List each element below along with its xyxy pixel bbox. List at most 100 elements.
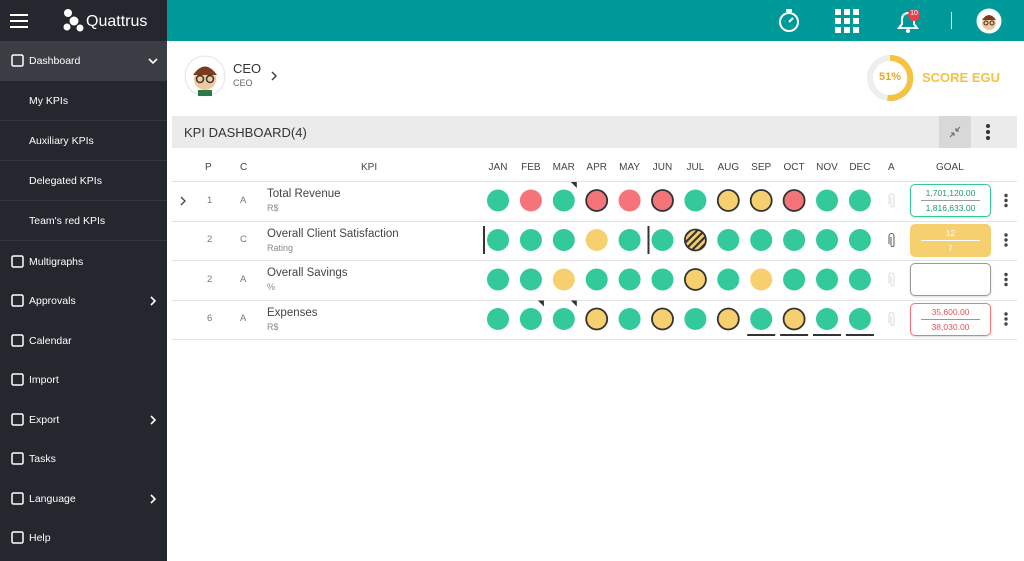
status-circle[interactable]	[782, 189, 806, 212]
apps-icon[interactable]	[835, 9, 859, 33]
status-circle[interactable]	[717, 229, 740, 251]
menu-item[interactable]: Auxiliary KPIs	[0, 121, 167, 161]
timer-icon[interactable]	[777, 8, 801, 34]
status-circle[interactable]	[684, 268, 707, 291]
goal-box[interactable]: 1,701,120.00 1,816,633.00	[910, 184, 991, 217]
status-circle[interactable]	[782, 307, 806, 331]
menu-item[interactable]: Language	[0, 479, 167, 519]
kpi-name[interactable]: Total Revenue	[267, 188, 341, 200]
status-circle[interactable]	[618, 268, 641, 291]
menu-icon	[11, 255, 24, 268]
status-circle[interactable]	[750, 268, 773, 291]
status-circle[interactable]	[684, 228, 707, 252]
status-circle[interactable]	[848, 189, 871, 212]
menu-item[interactable]: My KPIs	[0, 81, 167, 121]
status-circle[interactable]	[519, 308, 542, 330]
status-circle[interactable]	[618, 189, 641, 212]
status-circle[interactable]	[552, 268, 575, 291]
attach-icon[interactable]	[888, 272, 895, 287]
status-circle[interactable]	[651, 189, 674, 212]
status-circle[interactable]	[552, 308, 575, 330]
status-circle[interactable]	[684, 189, 707, 212]
status-circle[interactable]	[585, 268, 608, 291]
status-circle[interactable]	[651, 307, 674, 331]
kpi-name[interactable]: Overall Client Satisfaction	[267, 227, 399, 240]
goal-box[interactable]: 12 7	[910, 223, 991, 257]
kpi-name[interactable]: Overall Savings	[267, 267, 348, 279]
status-circle[interactable]	[716, 307, 740, 331]
col-header: OCT	[783, 162, 805, 173]
row-divider	[172, 299, 1017, 301]
status-circle[interactable]	[816, 268, 838, 291]
attach-icon[interactable]	[888, 311, 895, 326]
status-circle[interactable]	[618, 229, 641, 251]
goal-box[interactable]	[910, 263, 991, 296]
menu-label: Team's red KPIs	[29, 215, 106, 227]
menu-item[interactable]: Multigraphs	[0, 242, 167, 282]
menu-item[interactable]: Import	[0, 360, 167, 400]
menu-label: Delegated KPIs	[29, 175, 102, 187]
status-circle[interactable]	[816, 229, 838, 251]
menu-item[interactable]: Delegated KPIs	[0, 161, 167, 201]
status-circle[interactable]	[716, 189, 740, 212]
status-circle[interactable]	[618, 308, 641, 330]
expand-chevron[interactable]	[179, 196, 187, 206]
attach-icon[interactable]	[888, 193, 895, 208]
menu-item[interactable]: Tasks	[0, 439, 167, 479]
menu-label: Auxiliary KPIs	[29, 135, 94, 147]
menu-icon[interactable]	[10, 14, 28, 28]
kpi-name[interactable]: Expenses	[267, 306, 318, 319]
user-avatar[interactable]	[976, 8, 1002, 34]
profile-chevron[interactable]	[270, 70, 278, 82]
status-circle[interactable]	[487, 229, 509, 251]
status-circle[interactable]	[585, 189, 609, 212]
underline	[780, 334, 809, 336]
bell-icon[interactable]	[895, 8, 921, 34]
status-circle[interactable]	[816, 308, 838, 330]
menu-item[interactable]: Approvals	[0, 281, 167, 321]
collapse-button[interactable]	[939, 116, 971, 148]
status-circle[interactable]	[519, 189, 542, 212]
priority: 1	[207, 194, 213, 206]
attach-icon[interactable]	[888, 232, 895, 247]
status-circle[interactable]	[552, 229, 575, 251]
status-circle[interactable]	[848, 229, 871, 251]
more-button[interactable]	[982, 122, 994, 142]
status-circle[interactable]	[487, 268, 509, 291]
status-circle[interactable]	[651, 229, 674, 251]
underline	[813, 334, 841, 336]
status-circle[interactable]	[750, 229, 773, 251]
status-circle[interactable]	[519, 268, 542, 291]
menu-item[interactable]: Dashboard	[0, 41, 167, 81]
status-circle[interactable]	[783, 268, 806, 291]
status-circle[interactable]	[750, 308, 773, 330]
category: A	[240, 313, 247, 324]
status-circle[interactable]	[848, 308, 871, 330]
top-bar: 10	[167, 0, 1024, 41]
status-circle[interactable]	[552, 189, 575, 212]
status-circle[interactable]	[684, 308, 707, 330]
goal-box[interactable]: 35,600.00 38,030.00	[910, 302, 991, 336]
menu-item[interactable]: Export	[0, 400, 167, 440]
col-header: A	[888, 162, 895, 173]
status-circle[interactable]	[717, 268, 740, 291]
col-header: GOAL	[936, 162, 964, 173]
goal-value: 7	[948, 242, 953, 253]
menu-label: Help	[29, 532, 51, 544]
status-circle[interactable]	[585, 307, 609, 331]
status-circle[interactable]	[519, 229, 542, 251]
status-circle[interactable]	[487, 189, 509, 212]
status-circle[interactable]	[651, 268, 674, 291]
menu-item[interactable]: Calendar	[0, 321, 167, 361]
status-circle[interactable]	[749, 189, 773, 212]
menu-item[interactable]: Team's red KPIs	[0, 201, 167, 241]
status-circle[interactable]	[816, 189, 838, 212]
menu-item[interactable]: Help	[0, 518, 167, 558]
status-circle[interactable]	[848, 268, 871, 291]
status-circle[interactable]	[585, 229, 608, 251]
status-circle[interactable]	[783, 229, 806, 251]
status-circle[interactable]	[487, 308, 509, 330]
